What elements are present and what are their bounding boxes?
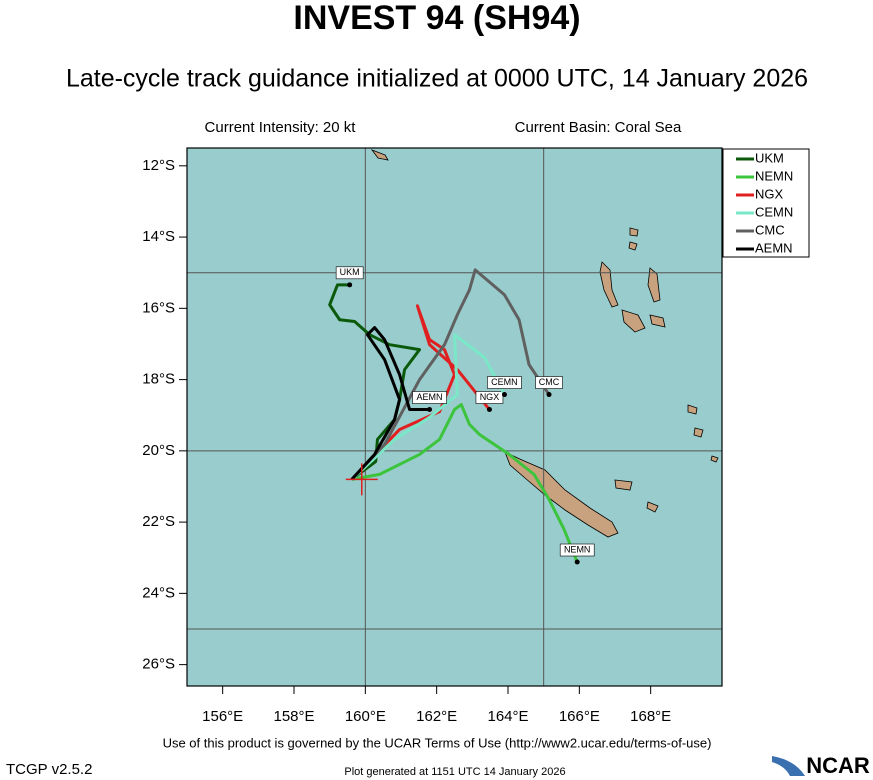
- track: [350, 304, 491, 481]
- track: [328, 283, 422, 481]
- track-end: [486, 407, 492, 413]
- y-tick-label: 12°S: [142, 157, 175, 174]
- x-tick-label: 168°E: [630, 708, 671, 725]
- track-label: NEMN: [564, 544, 591, 554]
- y-tick-label: 14°S: [142, 228, 175, 245]
- logo: NCAR: [806, 753, 870, 778]
- track-end: [546, 392, 552, 398]
- x-tick-label: 166°E: [559, 708, 600, 725]
- y-tick-label: 16°S: [142, 299, 175, 316]
- y-tick-label: 24°S: [142, 584, 175, 601]
- subtitle: Late-cycle track guidance initialized at…: [66, 65, 808, 93]
- logo-mark: [772, 756, 805, 776]
- track-label: UKM: [340, 267, 360, 277]
- track: [350, 326, 430, 481]
- track-label-box: [559, 543, 595, 557]
- y-tick-label: 26°S: [142, 656, 175, 673]
- track-label-box: [412, 391, 447, 404]
- legend-label: NGX: [755, 186, 784, 201]
- track-label-box: [487, 376, 522, 389]
- intensity: Current Intensity: 20 kt: [205, 119, 357, 136]
- legend-label: CMC: [755, 222, 785, 237]
- track-label-box: [475, 391, 504, 404]
- ocean: [187, 148, 722, 686]
- x-tick-label: 156°E: [202, 708, 243, 725]
- track: [351, 403, 579, 563]
- y-tick-label: 20°S: [142, 442, 175, 459]
- legend-label: CEMN: [755, 204, 793, 219]
- y-tick-label: 22°S: [142, 513, 175, 530]
- track-end: [347, 282, 353, 288]
- map-frame: [186, 147, 723, 687]
- x-tick-label: 164°E: [487, 708, 528, 725]
- track-end: [574, 559, 580, 565]
- basin: Current Basin: Coral Sea: [515, 119, 682, 136]
- version: TCGP v2.5.2: [6, 761, 92, 778]
- track: [350, 333, 506, 481]
- track-label: CEMN: [491, 377, 518, 387]
- legend-label: NEMN: [755, 168, 793, 183]
- track-label: CMC: [539, 377, 560, 387]
- y-tick-label: 18°S: [142, 371, 175, 388]
- track-label-box: [535, 376, 563, 389]
- track-end: [427, 407, 433, 413]
- legend-label: AEMN: [755, 240, 793, 255]
- track-label: NGX: [480, 392, 500, 402]
- legend-box: [722, 148, 810, 258]
- generated: Plot generated at 1151 UTC 14 January 20…: [344, 766, 565, 778]
- x-tick-label: 160°E: [345, 708, 386, 725]
- title: INVEST 94 (SH94): [293, 0, 580, 37]
- x-tick-label: 162°E: [416, 708, 457, 725]
- track-label-box: [335, 266, 364, 280]
- legend-label: UKM: [755, 150, 784, 165]
- x-tick-label: 158°E: [273, 708, 314, 725]
- track-label: AEMN: [417, 392, 443, 402]
- track-end: [501, 392, 507, 398]
- footer: Use of this product is governed by the U…: [163, 735, 712, 750]
